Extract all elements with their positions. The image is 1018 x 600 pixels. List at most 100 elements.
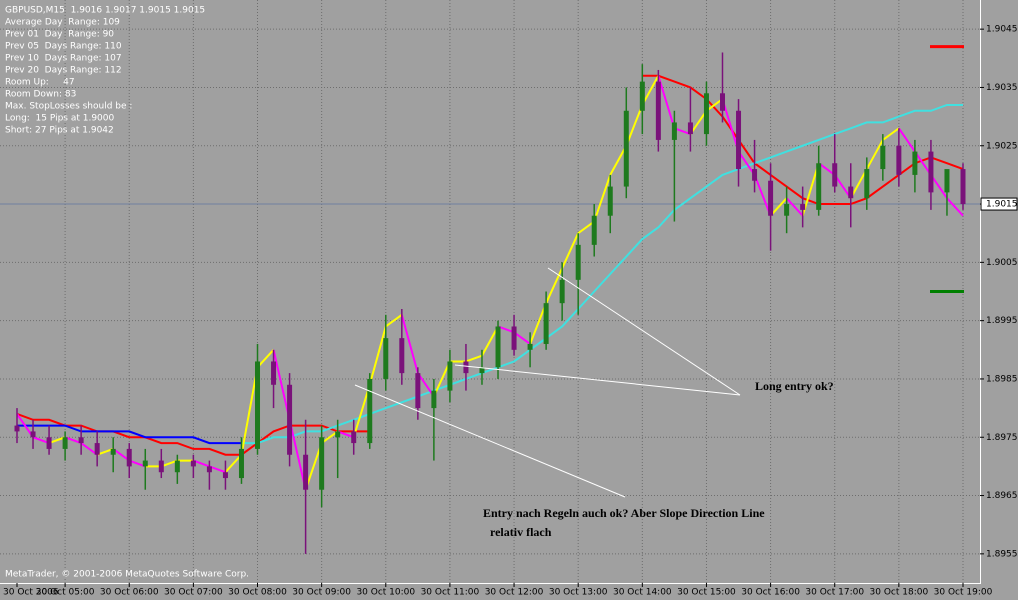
candle-body — [351, 431, 357, 444]
x-tick-label: 30 Oct 11:00 — [421, 588, 480, 598]
candle-body — [142, 460, 148, 467]
candle-body — [367, 378, 373, 444]
chart-title: GBPUSD,M15 1.9016 1.9017 1.9015 1.9015 — [5, 6, 205, 16]
y-tick-label: 1.8975 — [986, 433, 1018, 443]
candle-body — [639, 81, 645, 111]
fast-line-segment — [657, 75, 676, 129]
fast-line-segment — [368, 326, 387, 386]
fast-line-segment — [849, 168, 868, 199]
candle-body — [527, 343, 533, 350]
candle-body — [287, 384, 293, 455]
info-line: Prev 01 Day Range: 90 — [5, 30, 114, 40]
candle-body — [736, 110, 742, 170]
candle-body — [190, 460, 196, 467]
fast-line-segment — [914, 151, 932, 176]
y-tick-label: 1.9005 — [986, 258, 1018, 268]
fast-line-segment — [240, 367, 259, 455]
fast-line-segment — [593, 174, 612, 222]
candle-body — [78, 437, 84, 444]
candle-body — [543, 303, 549, 344]
y-tick-label: 1.9035 — [986, 83, 1018, 93]
fast-line-segment — [352, 384, 371, 438]
fast-line-segment — [481, 325, 499, 357]
candle-body — [960, 169, 966, 205]
x-tick-label: 30 Oct 07:00 — [164, 588, 223, 598]
indicator-line — [241, 103, 963, 445]
fast-line-segment — [513, 331, 531, 345]
candle-body — [238, 448, 244, 479]
annotation: relativ flach — [490, 525, 552, 539]
fast-line-segment — [272, 349, 291, 420]
fast-line-segment — [112, 448, 130, 462]
fast-line-segment — [689, 110, 708, 135]
candle-body — [896, 145, 902, 175]
info-line: Average Day Range: 109 — [5, 18, 120, 28]
x-tick-label: 30 Oct 05:00 — [36, 588, 95, 598]
candle-body — [880, 145, 886, 170]
candle-body — [511, 326, 517, 350]
fast-line-segment — [385, 314, 403, 328]
fast-line-segment — [946, 197, 964, 217]
fast-line-segment — [818, 162, 836, 176]
candle-body — [62, 437, 68, 449]
candle-body — [479, 367, 485, 374]
info-line: Prev 05 Days Range: 110 — [5, 42, 122, 52]
fast-line-segment — [304, 442, 323, 491]
candle-body — [607, 186, 613, 216]
annotation-pointer — [454, 364, 741, 396]
candle-body — [30, 431, 36, 438]
fast-line-segment — [432, 361, 451, 397]
x-tick-label: 30 Oct 12:00 — [485, 588, 544, 598]
candle-body — [14, 425, 20, 432]
candle-body — [222, 472, 228, 479]
x-tick-label: 30 Oct 16:00 — [741, 588, 800, 598]
candle-body — [46, 437, 52, 449]
fast-line-segment — [833, 174, 852, 199]
candle-body — [719, 93, 725, 111]
x-tick-label: 30 Oct 17:00 — [805, 588, 864, 598]
fast-line-segment — [64, 436, 82, 445]
candle-body — [703, 93, 709, 135]
candle-body — [495, 326, 501, 368]
info-line: Prev 20 Days Range: 112 — [5, 66, 122, 76]
candle-body — [158, 460, 164, 473]
fast-line-segment — [785, 197, 804, 217]
fast-line-segment — [96, 447, 114, 456]
candle-body — [944, 169, 950, 193]
candle-body — [623, 110, 629, 187]
candle-body — [399, 338, 405, 374]
info-line: Room Up: 47 — [5, 78, 75, 88]
fast-line-segment — [160, 459, 178, 468]
fast-line-segment — [209, 465, 226, 474]
fast-line-segment — [32, 436, 50, 445]
candle-body — [928, 151, 934, 193]
candle-body — [206, 466, 212, 473]
candle-body — [335, 431, 341, 438]
candle-body — [415, 373, 421, 409]
candle-body — [784, 204, 790, 216]
candle-body — [591, 215, 597, 245]
y-tick-label: 1.9025 — [986, 141, 1018, 151]
fast-line-segment — [625, 104, 644, 147]
fast-line-segment — [337, 430, 355, 439]
fast-line-segment — [930, 174, 948, 199]
fast-line-segment — [497, 325, 515, 334]
y-tick-label: 1.8985 — [986, 374, 1018, 384]
y-tick-label: 1.9045 — [986, 25, 1018, 35]
candle-body — [816, 163, 822, 210]
fast-line-segment — [400, 314, 419, 374]
candle-body — [174, 460, 180, 473]
candle-body — [768, 180, 774, 216]
candle-body — [126, 448, 132, 467]
current-price-label: 1.9015 — [986, 200, 1018, 210]
fast-line-segment — [465, 354, 483, 363]
fast-line-segment — [48, 436, 66, 445]
candle-body — [864, 169, 870, 199]
current-price-box — [980, 197, 1018, 211]
candle-body — [319, 437, 325, 490]
candle-body — [912, 151, 918, 175]
fast-line-segment — [737, 151, 756, 176]
candle-body — [94, 443, 100, 455]
candle-body — [110, 448, 116, 455]
